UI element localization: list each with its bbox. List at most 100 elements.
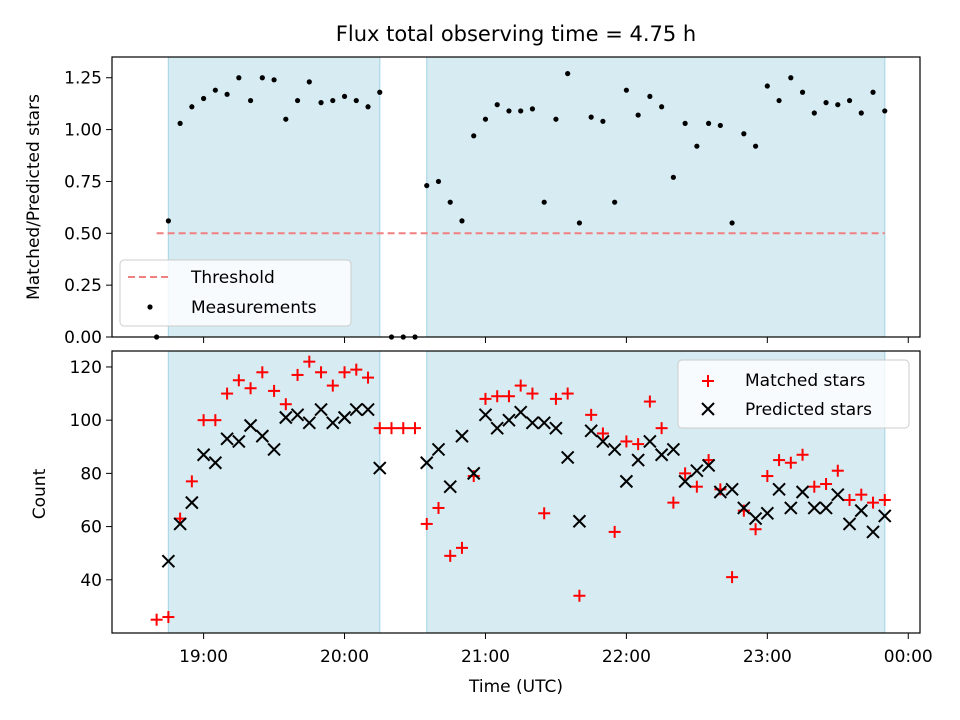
predicted-star-point [220, 432, 234, 446]
matched-star-point [221, 387, 234, 400]
measurement-point [729, 220, 735, 226]
matched-star-point [643, 395, 656, 408]
measurement-point [635, 112, 641, 118]
measurement-point [741, 131, 747, 137]
predicted-star-point [478, 408, 493, 422]
matched-star-point [526, 387, 539, 400]
measurement-point [201, 95, 207, 102]
measurement-point [764, 83, 770, 89]
shaded-interval [426, 57, 885, 337]
bottom-legend: Matched stars Predicted stars [677, 359, 910, 429]
predicted-star-point [619, 474, 634, 489]
measurement-point [882, 108, 888, 114]
matched-star-point [197, 414, 210, 427]
predicted-star-point [314, 402, 328, 417]
predicted-star-point [748, 511, 763, 526]
predicted-star-point [866, 525, 880, 539]
measurements-legend-swatch [147, 304, 153, 310]
y-tick-label: 40 [80, 571, 102, 591]
predicted-star-point [173, 517, 187, 531]
measurement-point [682, 120, 688, 126]
x-tick-label: 23:00 [743, 647, 792, 667]
predicted-star-point [161, 554, 176, 568]
measurement-point [694, 143, 700, 149]
matched-star-point [538, 507, 551, 520]
predicted-legend-swatch [701, 402, 715, 416]
matched-star-point [773, 454, 786, 467]
measurement-point [494, 102, 500, 108]
matched-star-point [820, 478, 833, 491]
predicted-star-point [631, 453, 645, 467]
matched-star-point [268, 384, 281, 397]
x-tick-label: 20:00 [320, 647, 369, 667]
y-tick-label: 120 [70, 358, 102, 378]
measurement-point [846, 97, 853, 104]
top-y-axis-label: Matched/Predicted stars [24, 94, 44, 300]
x-axis-label: Time (UTC) [468, 677, 563, 697]
measurement-point [788, 75, 794, 81]
measurement-point [224, 91, 230, 97]
predicted-star-point [513, 405, 528, 419]
predicted-star-point [596, 434, 610, 449]
predicted-star-point [690, 464, 704, 478]
matched-star-point [632, 438, 645, 451]
measurement-point [870, 89, 876, 95]
predicted-star-point [467, 466, 481, 481]
y-tick-label: 1.25 [64, 69, 102, 89]
predicted-star-point [842, 517, 857, 531]
predicted-star-point [725, 482, 739, 497]
matched-star-point [514, 379, 527, 392]
bottom-y-axis: 40 60 80 100 120 [70, 358, 112, 591]
matched-star-point [244, 382, 257, 395]
top-x-ticks [203, 337, 909, 343]
predicted-star-point [361, 402, 375, 417]
predicted-star-point [831, 487, 845, 502]
measurement-point [670, 174, 676, 180]
measurement-point [353, 97, 359, 104]
predicted-star-point [373, 461, 387, 475]
matched-star-point [549, 392, 562, 405]
measurement-point [576, 220, 583, 226]
predicted-star-point [795, 485, 810, 499]
matched-star-point [279, 398, 292, 411]
measurement-point [165, 218, 171, 224]
matched-star-point [326, 379, 339, 392]
predicted-star-point [208, 456, 223, 470]
matched-star-point [655, 422, 668, 435]
matched-legend-label: Matched stars [745, 371, 865, 391]
predicted-star-point [337, 410, 352, 425]
measurement-point [177, 120, 183, 126]
matched-star-point [667, 496, 680, 509]
x-tick-label: 21:00 [461, 647, 510, 667]
measurement-point [330, 97, 336, 104]
predicted-star-point [819, 501, 833, 515]
measurement-point [799, 89, 806, 95]
predicted-star-point [654, 448, 669, 462]
measurement-point [588, 114, 594, 120]
matched-star-point [878, 493, 891, 506]
predicted-star-point [255, 429, 270, 443]
predicted-star-point [807, 501, 822, 515]
measurement-point [247, 97, 254, 104]
matched-star-point [338, 366, 351, 379]
measurement-point [518, 108, 524, 114]
matched-star-point [585, 408, 598, 421]
measurement-point [459, 218, 465, 224]
measurement-point [776, 97, 782, 104]
matched-star-point [315, 366, 328, 379]
measurement-point [565, 70, 571, 77]
matched-star-point [362, 371, 375, 384]
matched-star-point [855, 488, 868, 501]
predicted-star-point [290, 408, 305, 422]
measurement-point [306, 79, 312, 85]
measurement-point [752, 143, 759, 149]
matched-star-point [784, 456, 797, 469]
chart-title: Flux total observing time = 4.75 h [336, 22, 696, 46]
top-shaded-regions [167, 57, 886, 337]
measurement-point [283, 116, 289, 122]
predicted-star-point [737, 501, 751, 515]
measurement-point [529, 106, 536, 112]
y-tick-label: 1.00 [64, 121, 102, 141]
matched-star-point [679, 467, 692, 480]
predicted-star-point [490, 421, 504, 435]
